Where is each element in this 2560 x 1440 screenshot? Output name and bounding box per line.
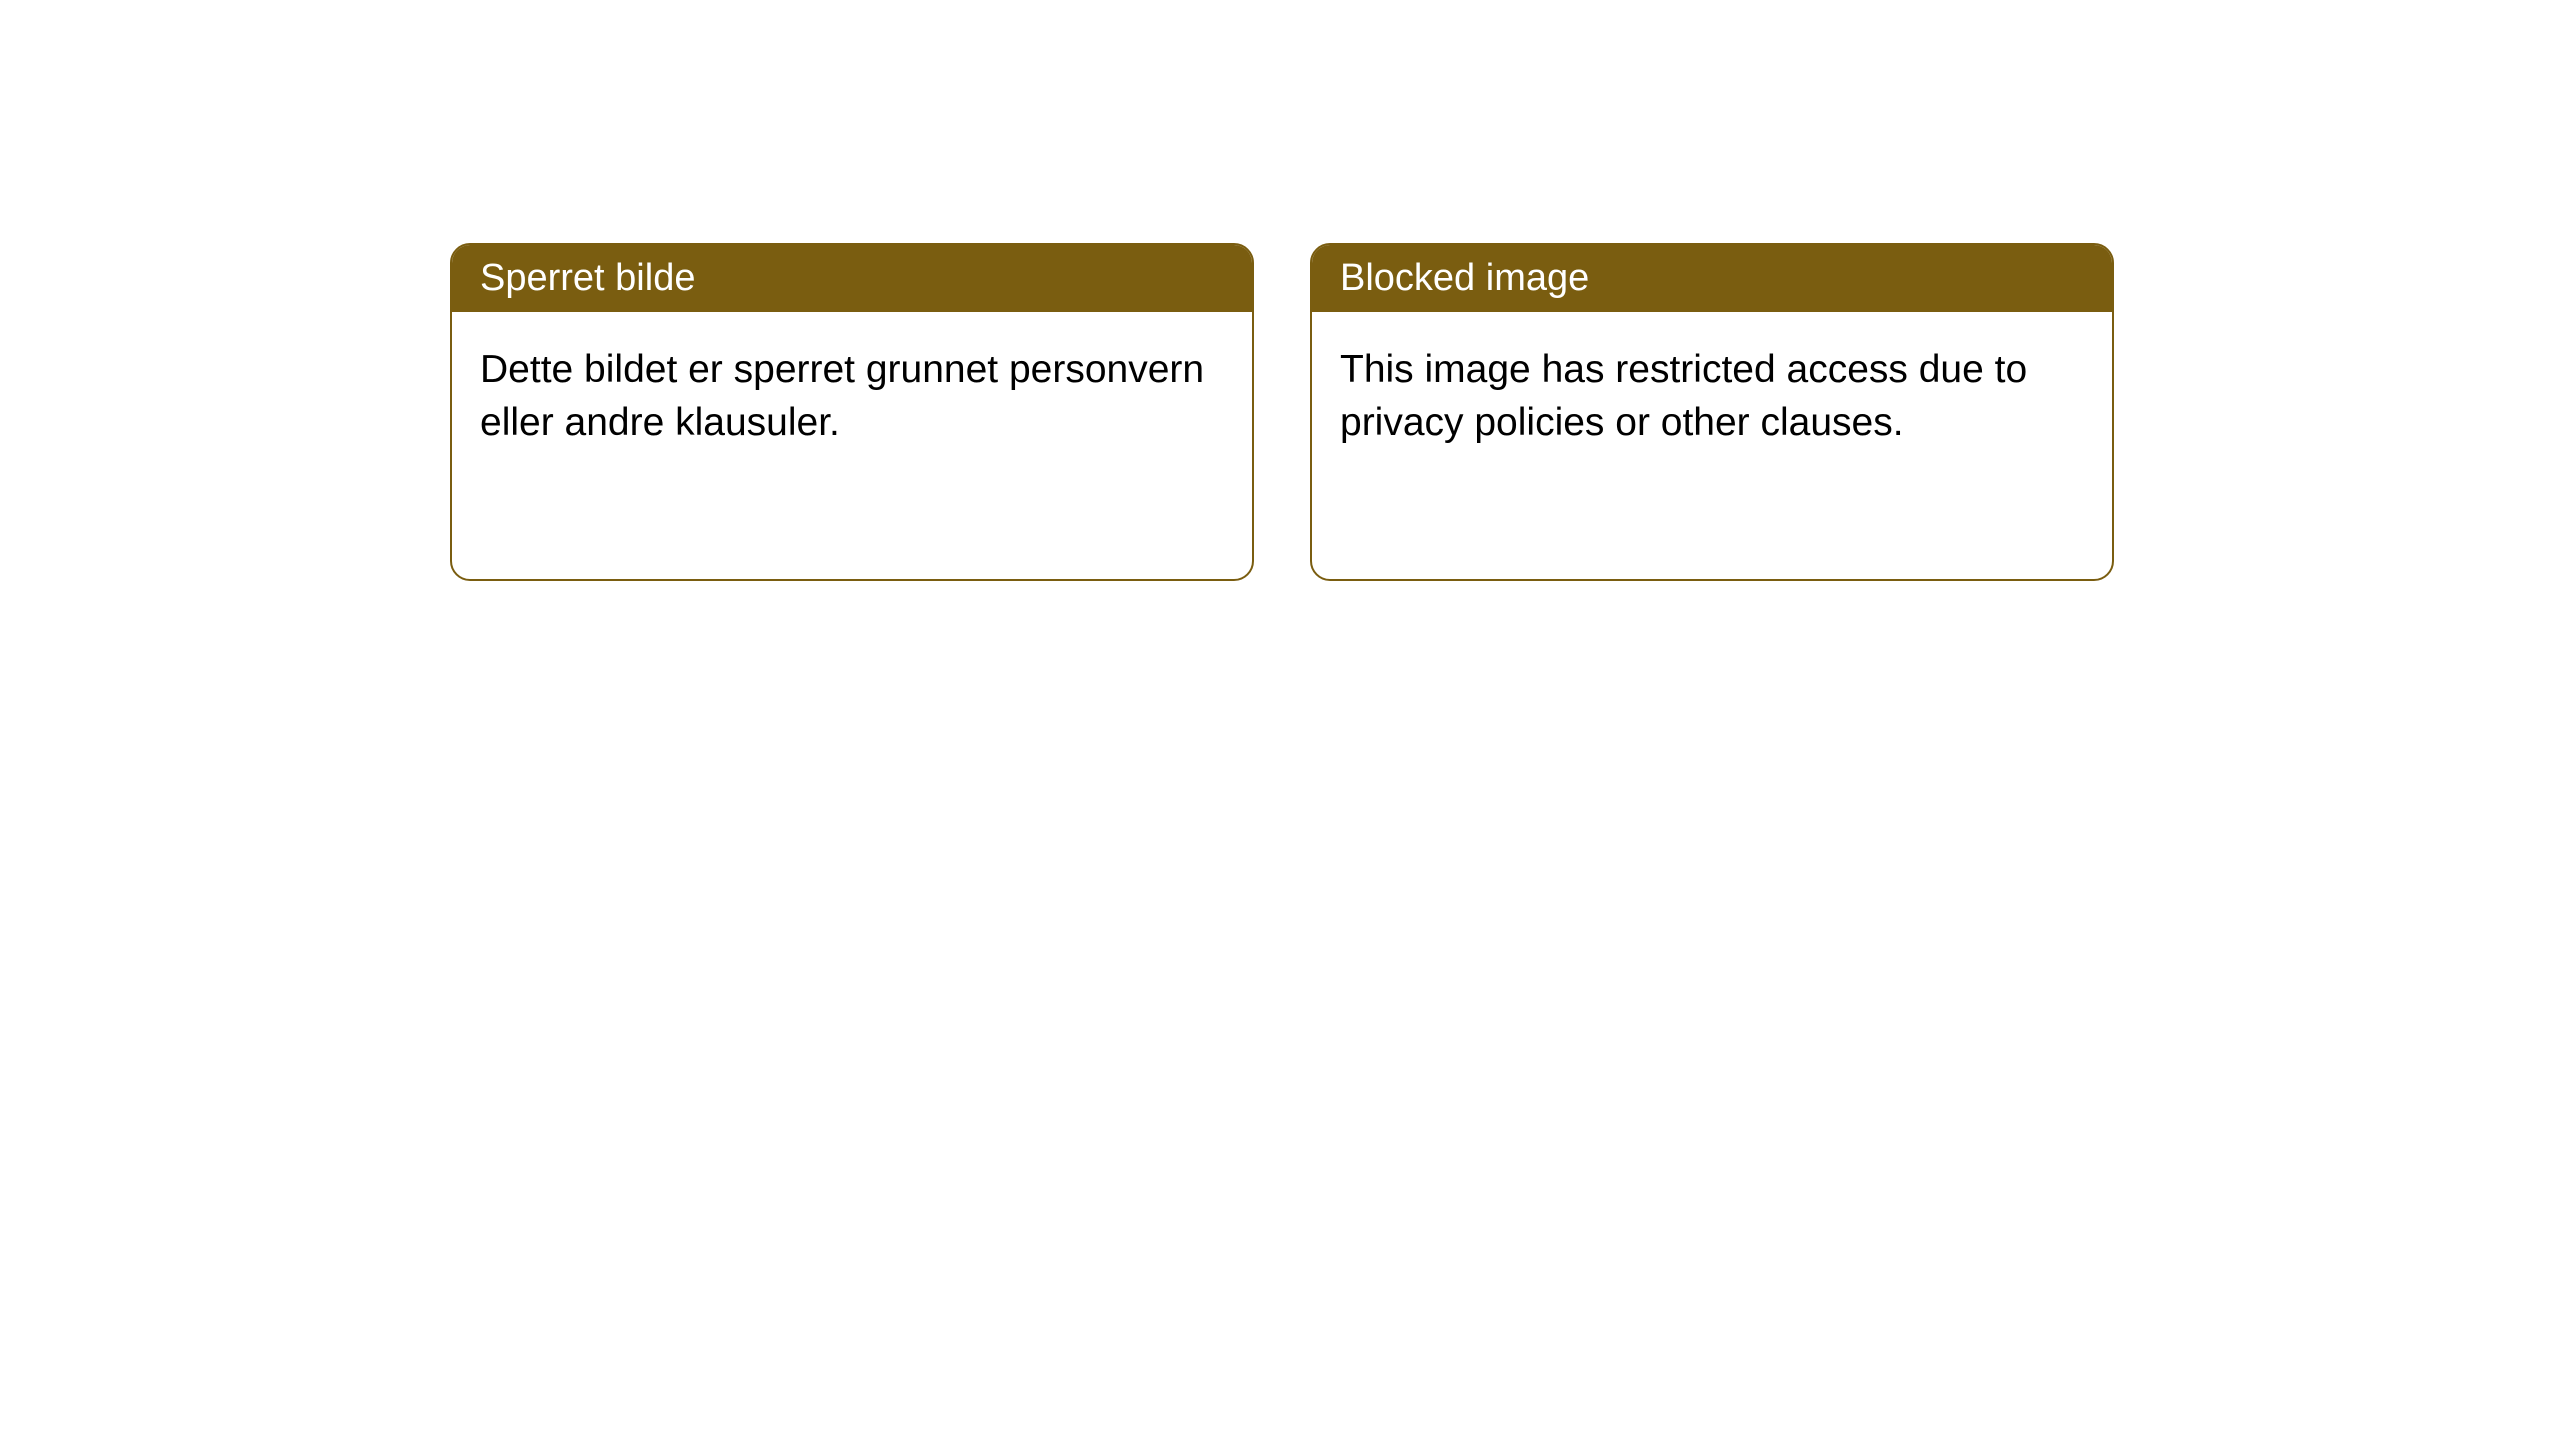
notice-container: Sperret bilde Dette bildet er sperret gr… (0, 0, 2560, 581)
card-header: Sperret bilde (452, 245, 1252, 312)
card-body-text: This image has restricted access due to … (1340, 348, 2027, 444)
notice-card-english: Blocked image This image has restricted … (1310, 243, 2114, 581)
card-body: Dette bildet er sperret grunnet personve… (452, 312, 1252, 481)
card-body: This image has restricted access due to … (1312, 312, 2112, 481)
card-body-text: Dette bildet er sperret grunnet personve… (480, 348, 1204, 444)
card-header: Blocked image (1312, 245, 2112, 312)
card-title: Sperret bilde (480, 257, 695, 299)
notice-card-norwegian: Sperret bilde Dette bildet er sperret gr… (450, 243, 1254, 581)
card-title: Blocked image (1340, 257, 1589, 299)
